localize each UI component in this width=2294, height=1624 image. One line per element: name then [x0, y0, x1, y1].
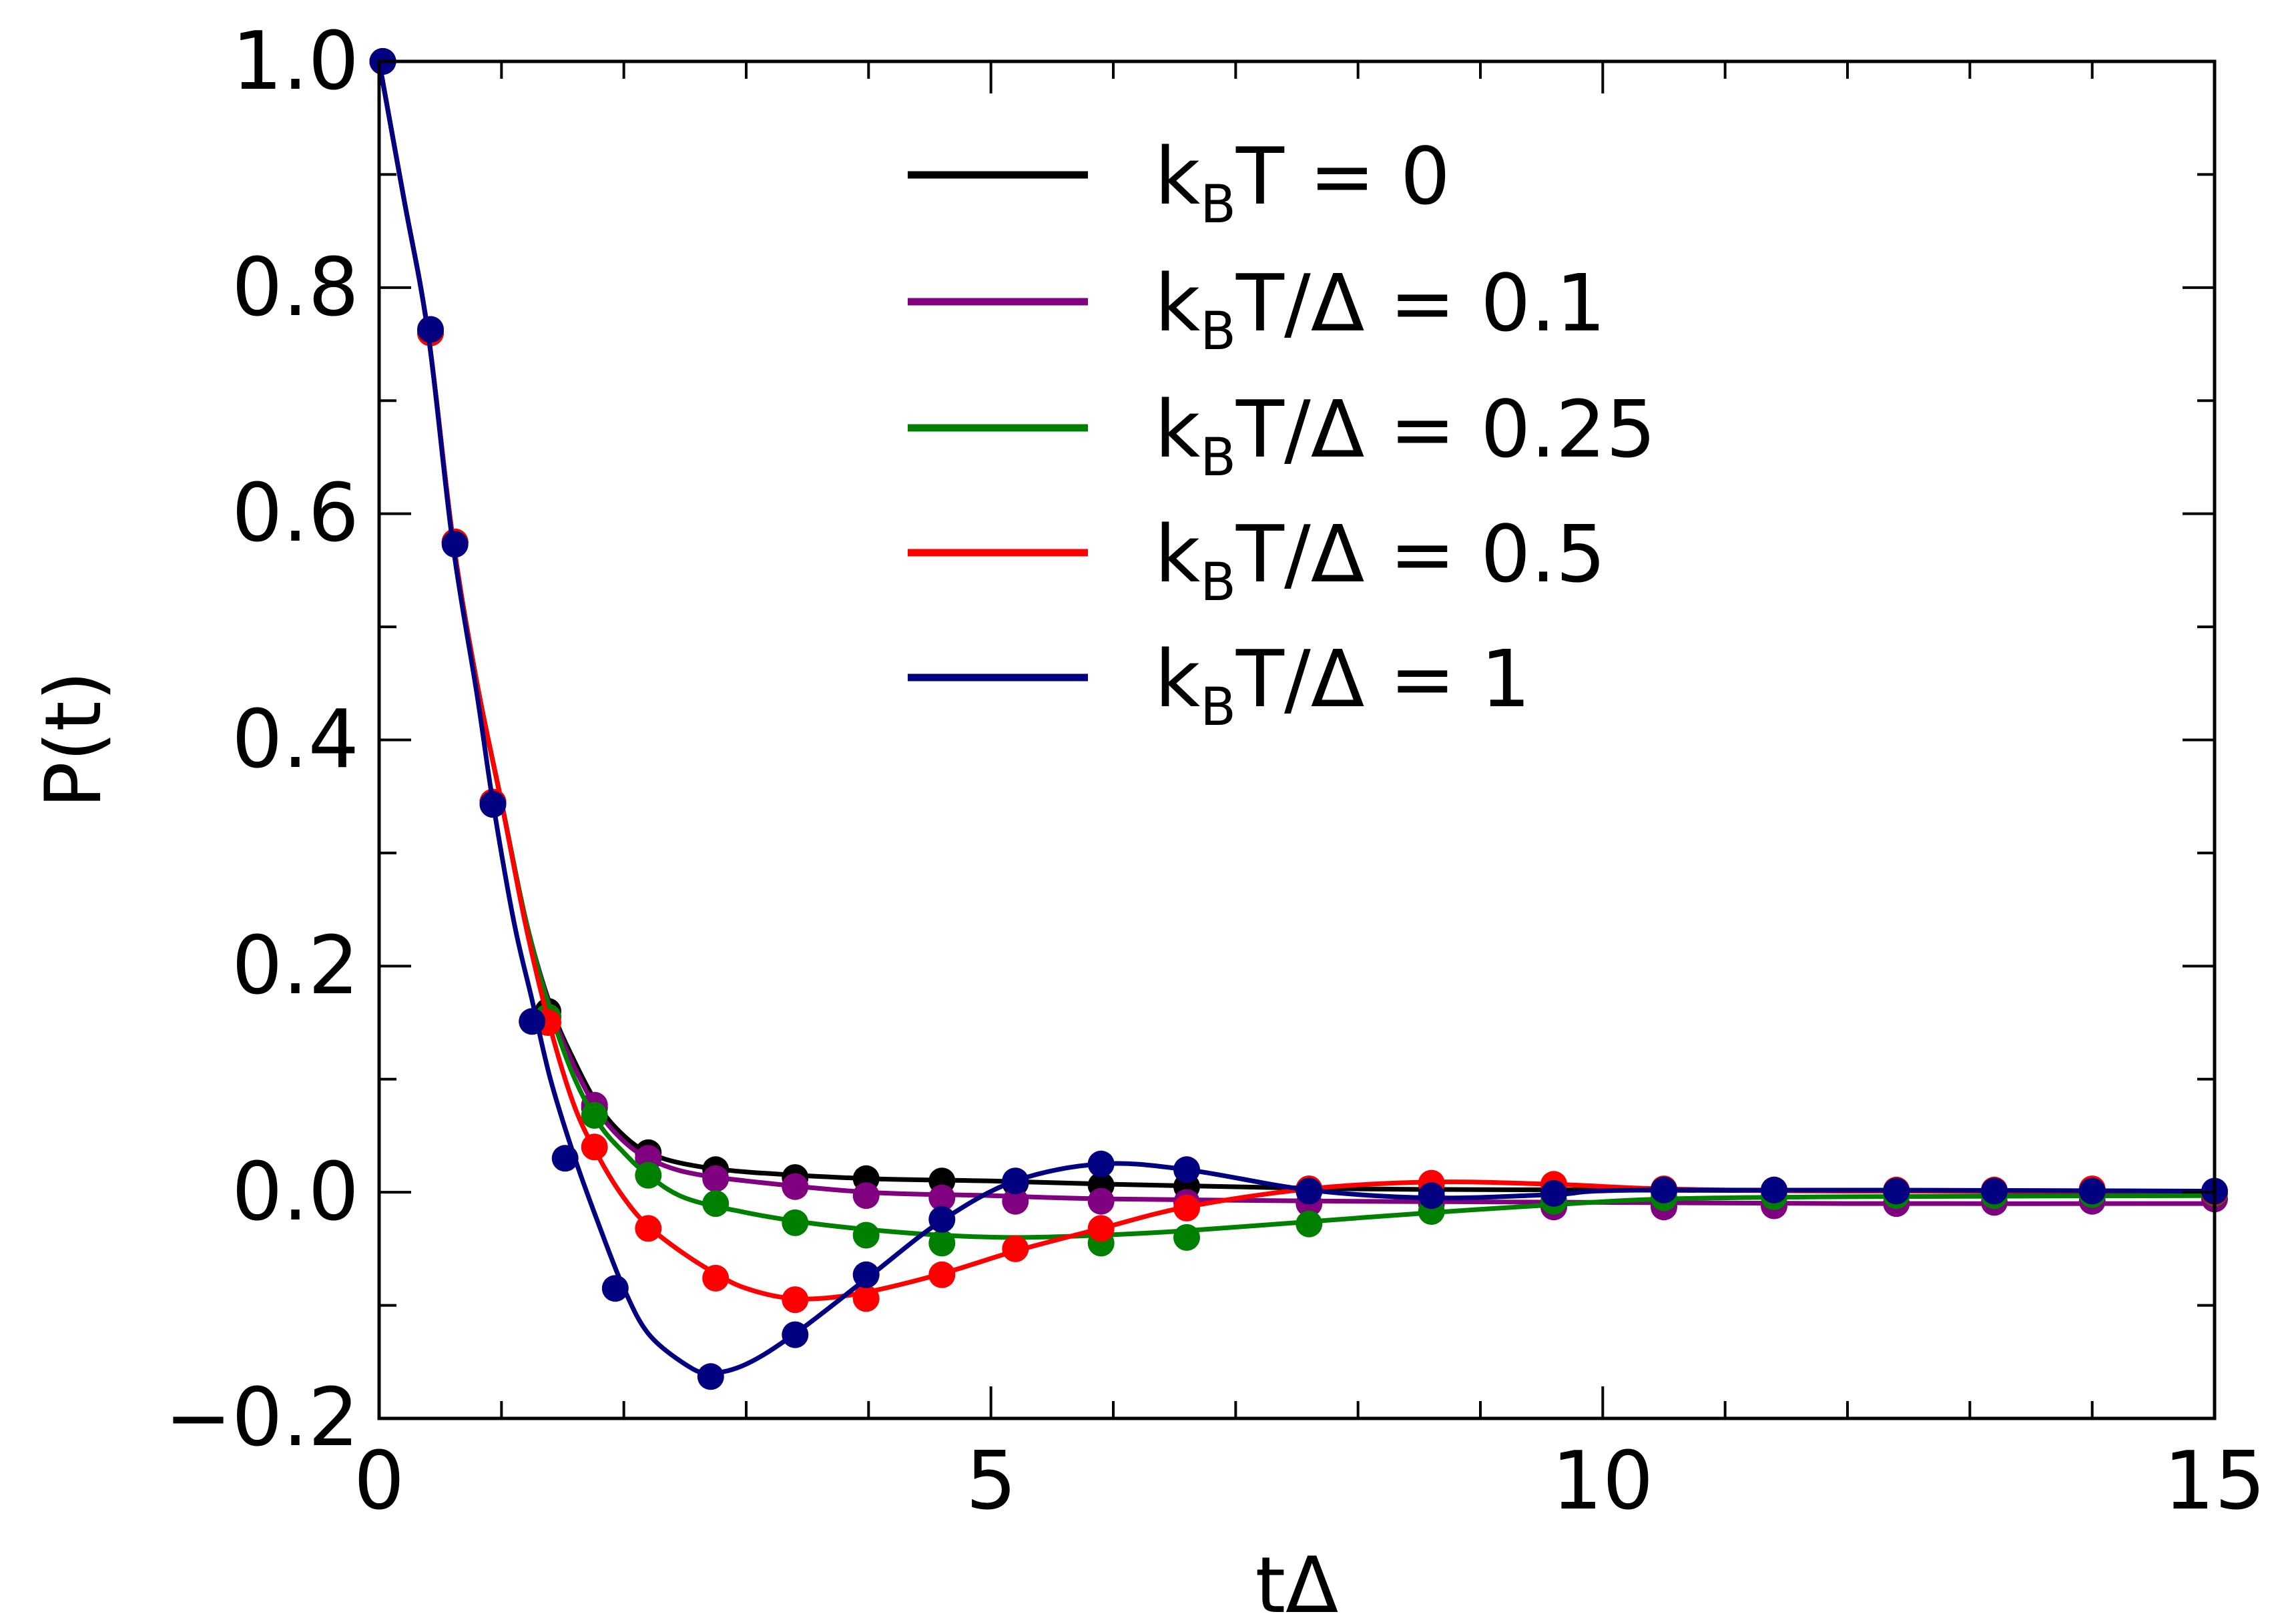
data-point: [1173, 1194, 1200, 1222]
data-point: [479, 791, 507, 818]
data-point: [1981, 1177, 2008, 1205]
legend: kBT = 0 kBT/Δ = 0.1 kBT/Δ = 0.25 kBT/Δ =…: [908, 130, 1656, 738]
y-tick-label: 0.6: [232, 467, 359, 560]
data-point: [782, 1286, 809, 1314]
data-point: [697, 1363, 724, 1390]
data-point: [581, 1102, 608, 1129]
x-tick-label: 10: [1552, 1435, 1654, 1528]
data-point: [1418, 1182, 1445, 1209]
data-point: [928, 1205, 956, 1233]
data-point: [1173, 1224, 1200, 1251]
y-tick-label: 0.2: [232, 920, 359, 1013]
ticks-layer: [378, 60, 2216, 1420]
series-layer: [369, 48, 2228, 1390]
data-point: [1296, 1177, 1323, 1205]
data-point: [1173, 1156, 1200, 1183]
legend-label: kBT/Δ = 1: [1155, 633, 1530, 738]
tick-labels: −0.2 0.0 0.2 0.4 0.6 0.8 1.0 0 5 10 15: [165, 15, 2266, 1528]
data-point: [1651, 1176, 1677, 1203]
y-axis-label: P(t): [29, 671, 119, 808]
x-tick-label: 15: [2164, 1435, 2266, 1528]
data-point: [702, 1165, 730, 1192]
data-point: [928, 1184, 956, 1211]
data-point: [581, 1133, 608, 1161]
y-tick-label: 1.0: [232, 15, 359, 108]
y-tick-label: 0.0: [232, 1146, 359, 1239]
data-point: [635, 1215, 662, 1242]
legend-label: kBT = 0: [1155, 130, 1450, 235]
data-point: [782, 1209, 809, 1236]
data-point: [601, 1275, 629, 1302]
data-point: [852, 1285, 880, 1312]
x-tick-label: 0: [354, 1435, 404, 1528]
legend-label: kBT/Δ = 0.1: [1155, 257, 1606, 362]
data-point: [928, 1230, 956, 1257]
data-point: [519, 1008, 546, 1035]
y-tick-label: 0.4: [232, 694, 359, 786]
data-point: [928, 1261, 956, 1288]
data-point: [2078, 1177, 2106, 1205]
data-point: [852, 1261, 880, 1288]
y-tick-label: 0.8: [232, 242, 359, 334]
data-point: [1761, 1176, 1787, 1203]
x-tick-label: 5: [966, 1435, 1017, 1528]
data-point: [702, 1190, 730, 1217]
series-4: [369, 48, 2228, 1390]
data-point: [635, 1161, 662, 1189]
data-point: [551, 1145, 579, 1172]
data-point: [1087, 1187, 1115, 1215]
data-point: [852, 1182, 880, 1209]
data-point: [417, 316, 444, 343]
y-tick-label: −0.2: [165, 1372, 359, 1464]
data-point: [1002, 1235, 1029, 1262]
plot-frame: [377, 59, 2217, 1420]
data-point: [1540, 1179, 1567, 1207]
data-point: [1002, 1187, 1029, 1215]
data-point: [1087, 1215, 1115, 1242]
legend-label: kBT/Δ = 0.5: [1155, 508, 1606, 613]
data-point: [441, 531, 469, 558]
data-point: [702, 1264, 730, 1292]
legend-label: kBT/Δ = 0.25: [1155, 383, 1656, 488]
data-point: [1296, 1210, 1323, 1238]
data-point: [1087, 1150, 1115, 1177]
data-point: [782, 1173, 809, 1200]
data-point: [782, 1321, 809, 1348]
data-point: [1002, 1167, 1029, 1195]
data-point: [1883, 1177, 1910, 1205]
data-point: [852, 1222, 880, 1249]
x-axis-label: tΔ: [1255, 1541, 1339, 1624]
